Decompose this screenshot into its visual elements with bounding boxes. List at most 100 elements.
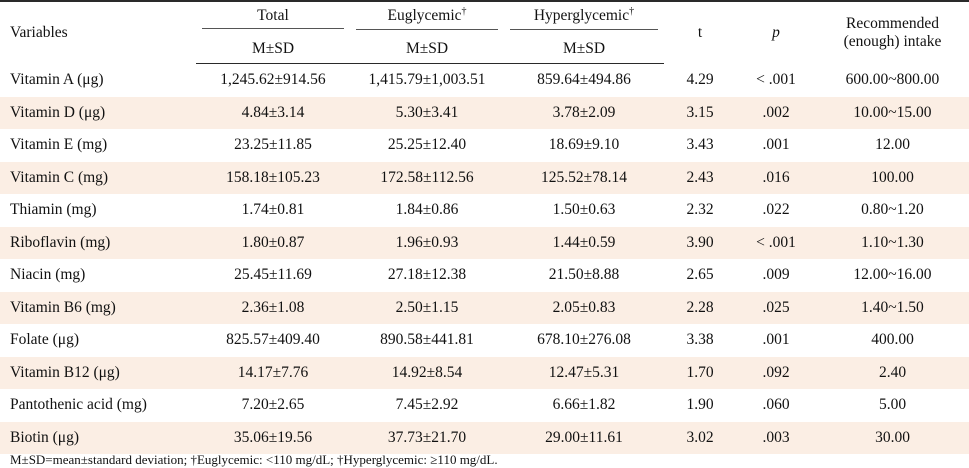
cell-euglycemic: 25.25±12.40: [387, 136, 467, 154]
header-recommended-line2: (enough) intake: [843, 32, 942, 50]
cell-recommended-intake: 2.40: [816, 356, 969, 389]
cell-recommended-intake: 12.00~16.00: [853, 266, 932, 284]
cell-p-value: < .001: [756, 71, 796, 88]
cell-p-value: .025: [736, 291, 816, 324]
cell-hyperglycemic: 3.78±2.09: [504, 96, 664, 129]
cell-total: 1,245.62±914.56: [220, 71, 326, 89]
table-row: Pantothenic acid (mg) 7.20±2.65 7.45±2.92 6…: [0, 389, 969, 422]
cell-total: 4.84±3.14: [196, 96, 350, 129]
cell-recommended-intake: 10.00~15.00: [816, 96, 969, 129]
cell-hyperglycemic: 2.05±0.83: [504, 291, 664, 324]
header-euglycemic: Euglycemic†: [350, 0, 504, 34]
cell-euglycemic: 14.92±8.54: [350, 356, 504, 389]
cell-t-value: 3.90: [664, 226, 736, 259]
cell-t-value: 3.38: [686, 331, 714, 349]
cell-euglycemic: 1.84±0.86: [395, 201, 459, 219]
hyperglycemic-text: Hyperglycemic: [533, 7, 630, 25]
cell-recommended-intake: 400.00: [871, 331, 914, 349]
table-footnote: M±SD=mean±standard deviation; †Euglycemi…: [10, 452, 498, 467]
cell-variable: Niacin (mg): [10, 266, 86, 284]
cell-hyperglycemic: 678.10±276.08: [537, 331, 631, 349]
cell-variable: Riboflavin (mg): [0, 226, 196, 259]
cell-total: 7.20±2.65: [241, 396, 305, 414]
cell-p-value: .009: [762, 266, 790, 284]
cell-recommended-intake: 12.00: [875, 136, 910, 154]
cell-t-value: 2.43: [664, 161, 736, 194]
hyperglycemic-dagger: †: [629, 6, 635, 18]
header-t: t: [664, 0, 736, 64]
header-recommended-line1: Recommended: [846, 14, 939, 32]
cell-total: 158.18±105.23: [196, 161, 350, 194]
cell-t-value: 3.15: [664, 96, 736, 129]
cell-recommended-intake: 30.00: [816, 421, 969, 454]
cell-total: 1.74±0.81: [241, 201, 305, 219]
header-hyperglycemic: Hyperglycemic†: [504, 0, 664, 34]
table-row: Folate (μg) 825.57±409.40 890.58±441.81 678…: [0, 324, 969, 357]
cell-hyperglycemic: 859.64±494.86: [537, 71, 631, 89]
header-hyperglycemic-label: Hyperglycemic†: [510, 6, 658, 30]
cell-p-value: .022: [762, 201, 790, 219]
cell-p-value: .001: [762, 331, 790, 349]
cell-hyperglycemic: 29.00±11.61: [504, 421, 664, 454]
header-total-label: Total: [202, 7, 344, 29]
table-row: Vitamin B6 (mg) 2.36±1.08 2.50±1.15 2.05±0.…: [0, 291, 969, 324]
cell-variable: Vitamin B6 (mg): [0, 291, 196, 324]
table-row: Riboflavin (mg) 1.80±0.87 1.96±0.93 1.44±0.…: [0, 226, 969, 259]
table-row: Thiamin (mg) 1.74±0.81 1.84±0.86 1.50±0.63 2…: [0, 194, 969, 227]
header-euglycemic-msd: M±SD: [350, 34, 504, 64]
euglycemic-dagger: †: [461, 6, 467, 18]
cell-variable: Biotin (μg): [0, 421, 196, 454]
cell-variable: Vitamin D (μg): [0, 96, 196, 129]
cell-total: 14.17±7.76: [196, 356, 350, 389]
cell-total: 1.80±0.87: [196, 226, 350, 259]
cell-hyperglycemic: 18.69±9.10: [548, 136, 620, 154]
cell-t-value: 3.43: [686, 136, 714, 154]
header-recommended: Recommended (enough) intake: [816, 0, 969, 64]
cell-variable: Pantothenic acid (mg): [10, 396, 147, 414]
cell-t-value: 2.65: [686, 266, 714, 284]
header-total-msd: M±SD: [196, 34, 350, 64]
header-p: p: [736, 0, 816, 64]
table-row: Niacin (mg) 25.45±11.69 27.18±12.38 21.50±8…: [0, 259, 969, 292]
cell-p-value: < .001: [736, 226, 816, 259]
cell-t-value: 2.28: [664, 291, 736, 324]
cell-t-value: 3.02: [664, 421, 736, 454]
cell-recommended-intake: 5.00: [878, 396, 907, 414]
header-variables: Variables: [0, 0, 196, 64]
cell-recommended-intake: 100.00: [816, 161, 969, 194]
cell-total: 23.25±11.85: [234, 136, 312, 154]
cell-hyperglycemic: 1.50±0.63: [552, 201, 616, 219]
cell-variable: Vitamin B12 (μg): [0, 356, 196, 389]
header-row-1: Variables Total Euglycemic† Hyperglycemi…: [0, 0, 969, 64]
table-row: Vitamin E (mg) 23.25±11.85 25.25±12.40 18.6…: [0, 129, 969, 162]
cell-recommended-intake: 1.40~1.50: [816, 291, 969, 324]
cell-variable: Vitamin C (mg): [0, 161, 196, 194]
table-body: Vitamin A (μg) 1,245.62±914.56 1,415.79±1,…: [0, 64, 969, 454]
cell-total: 825.57±409.40: [226, 331, 320, 349]
cell-total: 2.36±1.08: [196, 291, 350, 324]
cell-t-value: 2.32: [686, 201, 714, 219]
table-row: Vitamin D (μg) 4.84±3.14 5.30±3.41 3.78±2.0…: [0, 96, 969, 129]
cell-variable: Vitamin E (mg): [10, 136, 108, 154]
cell-euglycemic: 2.50±1.15: [350, 291, 504, 324]
cell-variable: Folate (μg): [10, 331, 80, 349]
table-row: Biotin (μg) 35.06±19.56 37.73±21.70 29.00±1…: [0, 421, 969, 454]
cell-euglycemic: 172.58±112.56: [350, 161, 504, 194]
cell-hyperglycemic: 125.52±78.14: [504, 161, 664, 194]
header-total: Total: [196, 0, 350, 34]
cell-variable: Vitamin A (μg): [10, 71, 104, 88]
cell-p-value: .016: [736, 161, 816, 194]
cell-recommended-intake: 1.10~1.30: [816, 226, 969, 259]
euglycemic-text: Euglycemic: [387, 7, 462, 25]
table-row: Vitamin B12 (μg) 14.17±7.76 14.92±8.54 12.4…: [0, 356, 969, 389]
cell-hyperglycemic: 12.47±5.31: [504, 356, 664, 389]
cell-recommended-intake: 600.00~800.00: [845, 71, 940, 88]
cell-euglycemic: 27.18±12.38: [387, 266, 467, 284]
cell-p-value: .060: [762, 396, 790, 414]
cell-hyperglycemic: 1.44±0.59: [504, 226, 664, 259]
cell-recommended-intake: 0.80~1.20: [861, 201, 924, 219]
header-row-2: M±SD M±SD M±SD: [0, 34, 969, 64]
cell-euglycemic: 1.96±0.93: [350, 226, 504, 259]
cell-p-value: .092: [736, 356, 816, 389]
cell-hyperglycemic: 6.66±1.82: [552, 396, 616, 414]
